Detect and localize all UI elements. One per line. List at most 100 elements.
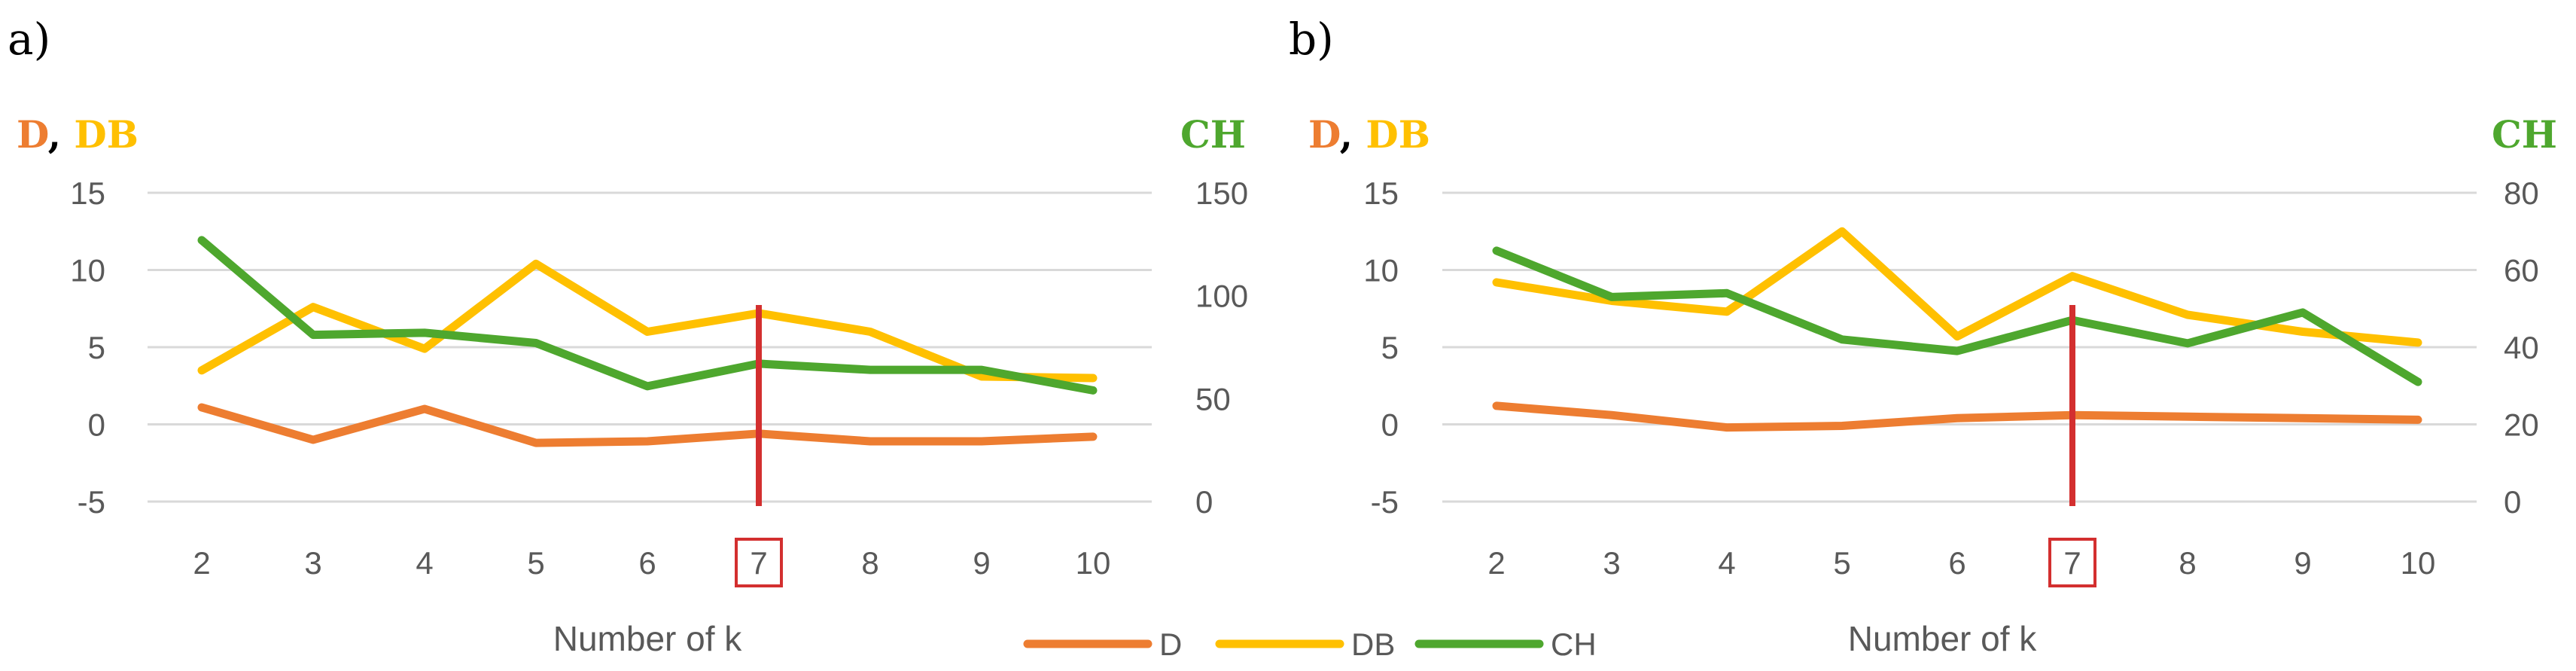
data-point-d: [1611, 414, 1612, 416]
data-point-ch: [312, 334, 314, 336]
data-point-db: [1726, 310, 1728, 313]
data-point-db: [981, 376, 982, 377]
panel-label: a): [8, 14, 50, 65]
x-tick-label: 2: [193, 545, 210, 581]
data-point-d: [2417, 419, 2419, 421]
data-point-d: [201, 407, 202, 408]
legend-label-db: DB: [1351, 627, 1395, 662]
data-point-db: [312, 306, 314, 308]
right-tick-label: 20: [2504, 407, 2539, 443]
left-tick-label: 5: [1381, 330, 1399, 365]
data-point-ch: [1092, 389, 1094, 392]
data-point-ch: [869, 369, 871, 371]
data-point-d: [2187, 416, 2188, 418]
data-point-db: [1841, 230, 1843, 233]
x-tick-label: 3: [304, 545, 321, 581]
x-tick-label: 6: [1948, 545, 1965, 581]
data-point-db: [1092, 377, 1094, 379]
chart-panel-b: b) D, DB CH -5 0 5 10 15 0 20 40 60 80 2 3 4 5 6 7 8 9 10 Numb…: [1289, 14, 2557, 658]
left-axis-title: D, DB: [1308, 112, 1430, 157]
data-point-ch: [1726, 292, 1728, 294]
x-tick-label: 7: [750, 545, 767, 581]
right-tick-label: 0: [2504, 484, 2521, 520]
data-point-ch: [2302, 311, 2303, 313]
left-tick-label: 15: [1363, 175, 1399, 211]
data-point-d: [312, 439, 314, 441]
data-point-ch: [1841, 338, 1843, 340]
right-tick-label: 0: [1195, 484, 1213, 520]
legend: D DB CH: [1023, 627, 1597, 662]
left-axis-title-d: D: [17, 112, 48, 157]
data-point-d: [1956, 417, 1958, 419]
data-point-ch: [2187, 342, 2188, 344]
x-tick-label: 10: [2401, 545, 2436, 581]
left-axis-title: D, DB: [17, 112, 139, 157]
data-point-d: [2302, 417, 2303, 419]
data-point-db: [2302, 331, 2303, 333]
data-point-d: [647, 441, 648, 442]
right-axis-title: CH: [2492, 112, 2557, 157]
left-tick-label: 10: [1363, 253, 1399, 288]
right-tick-label: 100: [1195, 279, 1248, 314]
left-axis-title-db: DB: [74, 112, 139, 157]
data-point-ch: [1611, 296, 1612, 298]
data-point-d: [981, 441, 982, 442]
panel-label: b): [1289, 14, 1334, 65]
left-tick-label: 10: [70, 253, 105, 288]
left-tick-label: 0: [1381, 407, 1399, 443]
data-point-ch: [1496, 249, 1497, 252]
x-tick-label: 3: [1603, 545, 1620, 581]
data-point-db: [201, 369, 202, 371]
left-tick-label: 5: [88, 330, 105, 365]
data-point-ch: [981, 369, 982, 371]
data-point-d: [424, 408, 425, 410]
x-tick-label: 4: [416, 545, 433, 581]
data-point-ch: [1956, 350, 1958, 352]
x-tick-label: 8: [2179, 545, 2196, 581]
highlight-box: [735, 538, 783, 587]
data-point-db: [2417, 341, 2419, 343]
x-tick-label: 9: [2294, 545, 2311, 581]
right-tick-label: 150: [1195, 175, 1248, 211]
data-point-db: [1496, 281, 1497, 283]
x-axis-label: Number of k: [1848, 619, 2038, 658]
right-tick-label: 50: [1195, 381, 1231, 416]
x-tick-label: 5: [1833, 545, 1850, 581]
data-point-d: [1092, 435, 1094, 438]
x-tick-label: 4: [1718, 545, 1735, 581]
highlight-box: [2048, 538, 2096, 587]
data-point-d: [869, 441, 871, 442]
right-tick-label: 80: [2504, 175, 2539, 211]
left-tick-label: 15: [70, 175, 105, 211]
data-point-d: [1496, 404, 1497, 407]
series-line-db: [1492, 227, 2422, 347]
x-tick-label: 5: [527, 545, 544, 581]
data-point-db: [2187, 314, 2188, 316]
data-point-d: [1726, 426, 1728, 429]
data-point-db: [424, 348, 425, 350]
data-point-d: [535, 442, 537, 444]
data-point-db: [1956, 335, 1958, 337]
data-point-db: [869, 331, 871, 333]
x-tick-label: 6: [638, 545, 656, 581]
left-tick-label: 0: [88, 407, 105, 443]
data-point-ch: [647, 385, 648, 387]
data-point-db: [535, 263, 537, 265]
data-point-ch: [201, 239, 202, 241]
data-point-db: [647, 331, 648, 333]
left-tick-label: -5: [78, 484, 105, 520]
data-point-ch: [535, 342, 537, 344]
data-point-db: [2072, 275, 2073, 277]
right-tick-label: 60: [2504, 253, 2539, 288]
legend-label-ch: CH: [1551, 627, 1597, 662]
legend-label-d: D: [1159, 627, 1182, 662]
left-tick-label: -5: [1371, 484, 1399, 520]
left-axis-title-sep: ,: [48, 112, 75, 157]
x-tick-label: 7: [2063, 545, 2081, 581]
x-tick-label: 10: [1076, 545, 1111, 581]
left-axis-title-d: D: [1308, 112, 1340, 157]
x-tick-label: 2: [1487, 545, 1505, 581]
left-axis-title-sep: ,: [1340, 112, 1366, 157]
